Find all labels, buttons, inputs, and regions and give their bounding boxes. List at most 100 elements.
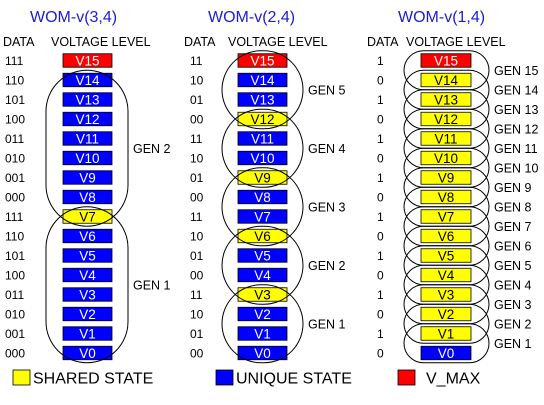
voltage-level-label: V8 [438, 190, 455, 205]
data-value: 1 [377, 327, 384, 341]
generation-label: GEN 1 [308, 317, 346, 331]
legend-item-shared: SHARED STATE [12, 369, 153, 388]
voltage-level-box-v5 [420, 248, 472, 263]
voltage-level-box-v1 [62, 326, 113, 341]
voltage-level-box-v6 [62, 228, 113, 244]
voltage-level-label: V12 [250, 112, 274, 127]
legend-label: UNIQUE STATE [236, 371, 352, 388]
voltage-level-label: V2 [254, 307, 271, 322]
data-value: 0 [377, 230, 384, 244]
generation-group-outline [45, 69, 129, 227]
data-value: 010 [5, 152, 25, 166]
generation-group-outline [221, 225, 304, 305]
generation-label: GEN 10 [494, 161, 539, 175]
data-column-header: DATA [367, 35, 399, 49]
legend-swatch-vmax [397, 369, 416, 386]
data-value: 00 [190, 347, 204, 361]
voltage-level-box-v15 [420, 53, 472, 68]
voltage-level-label: V7 [254, 210, 271, 225]
legend-item-vmax: V_MAX [397, 369, 481, 388]
data-value: 0 [377, 113, 384, 127]
voltage-level-label: V13 [75, 93, 99, 108]
data-value: 000 [5, 347, 25, 361]
voltage-level-label: V0 [254, 346, 271, 361]
voltage-level-column-header: VOLTAGE LEVEL [228, 35, 328, 49]
voltage-level-box-v8 [62, 189, 113, 205]
data-value: 111 [5, 54, 24, 68]
voltage-level-box-v4 [62, 267, 113, 283]
panel-title: WOM-v(3,4) [30, 9, 117, 26]
voltage-level-box-v13 [237, 92, 288, 107]
data-value: 000 [5, 191, 25, 205]
voltage-level-label: V3 [438, 288, 455, 303]
voltage-level-label: V11 [434, 132, 457, 147]
voltage-level-label: V12 [75, 112, 99, 127]
voltage-level-box-v5 [62, 248, 113, 263]
voltage-level-box-v12 [237, 111, 288, 127]
voltage-level-label: V7 [438, 210, 455, 225]
panel-title: WOM-v(1,4) [398, 9, 485, 26]
voltage-level-box-v11 [237, 131, 288, 146]
voltage-level-box-v9 [237, 170, 288, 185]
voltage-level-label: V6 [254, 229, 271, 244]
voltage-level-label: V3 [254, 288, 271, 303]
voltage-level-box-v8 [420, 189, 472, 205]
voltage-level-box-v2 [237, 306, 288, 322]
data-column-header: DATA [184, 35, 216, 49]
data-value: 110 [5, 230, 24, 244]
data-value: 1 [377, 93, 384, 107]
legend-label: V_MAX [426, 371, 481, 388]
data-value: 001 [5, 171, 25, 185]
voltage-level-box-v9 [420, 170, 472, 185]
data-value: 011 [5, 288, 24, 302]
data-value: 0 [377, 191, 384, 205]
voltage-level-label: V15 [75, 54, 99, 69]
data-value: 100 [5, 113, 25, 127]
voltage-level-label: V0 [438, 346, 455, 361]
data-value: 1 [377, 132, 384, 146]
voltage-level-box-v4 [420, 267, 472, 283]
voltage-level-label: V5 [254, 249, 271, 264]
voltage-level-label: V1 [438, 327, 455, 342]
generation-group-outline [221, 167, 304, 247]
voltage-level-label: V10 [75, 151, 99, 166]
data-value: 01 [190, 93, 204, 107]
voltage-level-label: V8 [79, 190, 96, 205]
data-value: 00 [190, 269, 204, 283]
voltage-level-label: V5 [79, 249, 96, 264]
voltage-level-box-v8 [237, 189, 288, 205]
voltage-level-label: V4 [79, 268, 96, 283]
voltage-level-box-v15 [237, 53, 288, 68]
voltage-level-box-v14 [62, 72, 113, 88]
generation-label: GEN 1 [133, 278, 171, 292]
data-value: 00 [190, 113, 204, 127]
data-value: 011 [5, 132, 24, 146]
voltage-level-label: V11 [76, 132, 99, 147]
data-value: 11 [190, 132, 203, 146]
generation-group-outline [221, 50, 304, 130]
voltage-level-label: V5 [438, 249, 455, 264]
voltage-level-label: V15 [250, 54, 274, 69]
voltage-level-box-v7 [420, 209, 472, 224]
voltage-level-label: V4 [254, 268, 271, 283]
data-value: 10 [190, 308, 204, 322]
generation-label: GEN 2 [494, 317, 532, 331]
voltage-level-label: V9 [438, 171, 455, 186]
data-value: 0 [377, 308, 384, 322]
voltage-level-column-header: VOLTAGE LEVEL [51, 35, 151, 49]
generation-group-outline [221, 108, 304, 188]
data-value: 0 [377, 347, 384, 361]
voltage-level-box-v10 [237, 150, 288, 166]
voltage-level-box-v5 [237, 248, 288, 263]
generation-label: GEN 13 [494, 103, 539, 117]
data-value: 101 [5, 249, 25, 263]
data-value: 11 [190, 288, 203, 302]
voltage-level-box-v7 [237, 209, 288, 224]
generation-label: GEN 2 [308, 259, 346, 273]
voltage-level-box-v13 [420, 92, 472, 107]
voltage-level-box-v3 [62, 287, 113, 302]
voltage-level-label: V1 [254, 327, 271, 342]
data-value: 10 [190, 152, 204, 166]
